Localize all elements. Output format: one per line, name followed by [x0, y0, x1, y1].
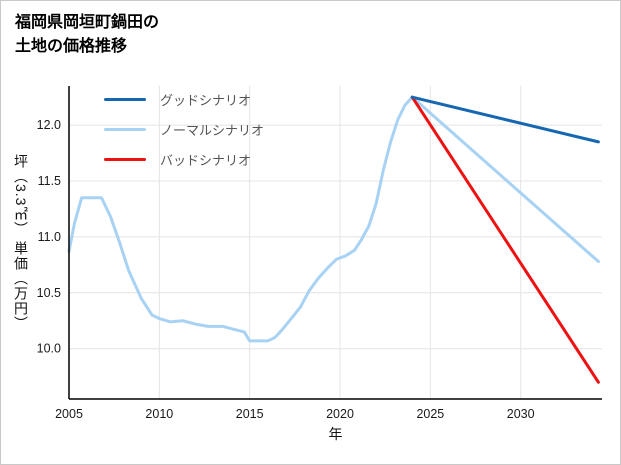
x-tick-label: 2005 — [55, 407, 83, 421]
legend-item: グッドシナリオ — [104, 89, 264, 110]
y-axis-label: 坪（3.3㎡） 単価（万円） — [13, 153, 29, 332]
y-tick-label: 10.5 — [37, 286, 61, 300]
legend-item: ノーマルシナリオ — [104, 119, 264, 140]
x-tick-label: 2020 — [326, 407, 354, 421]
legend-label: グッドシナリオ — [160, 93, 252, 108]
legend-swatch-line — [104, 98, 146, 101]
y-tick-label: 11.0 — [38, 230, 61, 244]
series-line-1 — [67, 95, 600, 343]
y-tick-label: 12.0 — [37, 118, 61, 132]
legend-swatch-line — [104, 158, 146, 161]
chart-title: 福岡県岡垣町鍋田の 土地の価格推移 — [15, 11, 159, 59]
chart-title-line2: 土地の価格推移 — [15, 38, 128, 55]
x-tick-label: 2015 — [236, 407, 264, 421]
series-line-2 — [410, 95, 600, 384]
x-tick-label: 2025 — [416, 407, 444, 421]
legend-label: バッドシナリオ — [160, 153, 252, 168]
series-line-0 — [410, 95, 600, 144]
y-tick-label: 10.0 — [37, 342, 61, 356]
legend: グッドシナリオ ノーマルシナリオ バッドシナリオ — [104, 89, 264, 170]
legend-label: ノーマルシナリオ — [160, 123, 265, 138]
chart-title-line1: 福岡県岡垣町鍋田の — [15, 14, 160, 31]
legend-item: バッドシナリオ — [104, 149, 264, 170]
x-axis-label: 年 — [328, 426, 343, 442]
x-tick-label: 2030 — [507, 407, 535, 421]
x-tick-label: 2010 — [145, 407, 173, 421]
y-tick-label: 11.5 — [38, 174, 61, 188]
legend-swatch-line — [104, 128, 146, 131]
